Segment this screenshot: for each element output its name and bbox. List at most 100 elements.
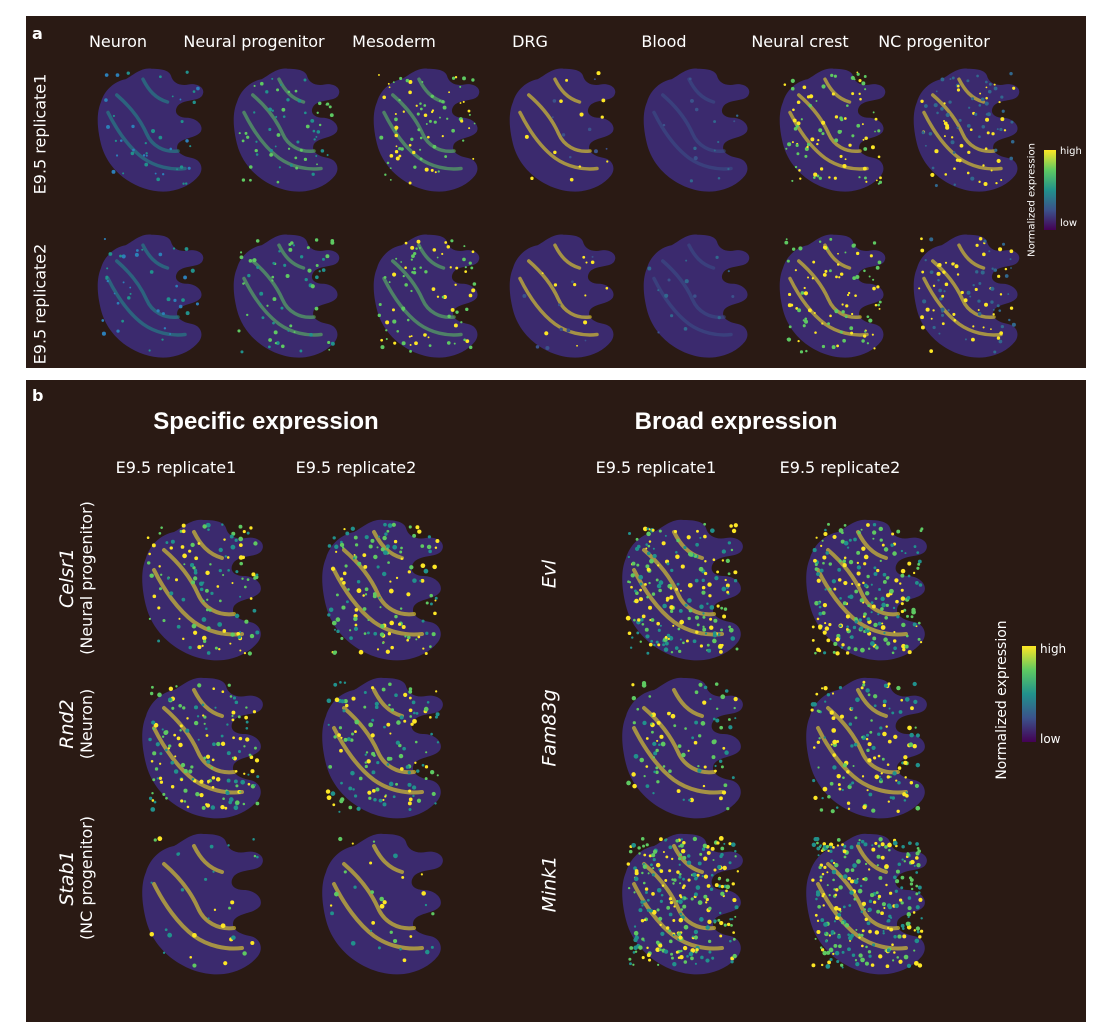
expression-spot [151,720,156,725]
expression-spot [203,756,207,760]
expression-spot [807,276,810,279]
expression-spot [998,309,1002,312]
expression-spot [368,544,373,549]
expression-spot [717,633,721,636]
tissue-section-a-r2-c7 [913,234,1020,358]
expression-spot [823,651,827,655]
expression-spot [384,795,387,798]
expression-spot [633,937,638,943]
expression-spot [628,531,632,535]
expression-spot [657,963,660,966]
expression-spot [695,948,699,952]
expression-spot [864,136,868,140]
expression-spot [871,847,876,852]
expression-spot [209,844,214,849]
expression-spot [679,882,682,885]
expression-spot [656,583,662,589]
expression-spot [419,579,422,582]
expression-spot [636,631,640,635]
expression-spot [343,699,348,704]
expression-spot [850,75,855,81]
expression-spot [261,316,265,320]
expression-spot [798,246,803,251]
expression-spot [999,293,1003,296]
expression-spot [243,745,246,748]
expression-spot [463,338,466,342]
expression-spot [182,553,187,559]
expression-spot [418,246,421,249]
expression-spot [429,593,433,598]
expression-spot [726,590,730,594]
expression-spot [387,82,390,85]
expression-spot [318,270,321,273]
expression-spot [192,566,196,570]
tissue-structure [797,259,862,320]
expression-spot [242,802,246,806]
expression-spot [315,135,318,138]
expression-spot [701,585,706,590]
expression-spot [220,734,224,738]
expression-spot [201,644,204,648]
expression-spot [734,850,737,853]
colorbar-title: Normalized expression [1026,143,1038,257]
expression-spot [385,329,388,332]
expression-spot [867,693,871,697]
expression-spot [818,611,823,616]
expression-spot [863,269,866,273]
panel-a: a Neuron Neural progenitor Mesoderm DRG … [26,16,1086,368]
expression-spot [415,712,419,715]
expression-spot [716,841,720,845]
expression-spot [132,148,135,152]
expression-spot [819,875,823,879]
expression-spot [714,883,719,888]
expression-spot [675,900,679,903]
expression-spot [678,935,683,940]
expression-spot [857,888,863,894]
expression-spot [991,132,995,136]
expression-spot [710,846,715,851]
expression-spot [990,328,992,330]
expression-spot [156,177,161,182]
expression-spot [646,595,649,599]
expression-spot [841,966,844,969]
expression-spot [678,917,684,923]
expression-spot [824,528,827,532]
expression-spot [892,771,897,776]
expression-spot [906,852,910,857]
expression-spot [878,588,882,591]
expression-spot [199,587,204,592]
expression-spot [732,931,735,934]
expression-spot [857,530,861,535]
expression-spot [354,719,360,725]
expression-spot [421,763,425,767]
expression-spot [844,315,848,319]
expression-spot [788,325,792,329]
expression-spot [709,887,714,891]
expression-spot [991,267,994,270]
expression-spot [784,240,789,245]
expression-spot [179,529,183,533]
expression-spot [156,777,160,780]
expression-spot [190,542,195,548]
expression-spot [670,952,674,956]
expression-spot [909,878,914,882]
expression-spot [645,737,649,740]
expression-spot [725,583,730,588]
expression-spot [231,531,236,536]
expression-spot [1007,293,1010,295]
expression-spot [806,142,811,147]
gene-name: Mink1 [538,855,561,913]
expression-spot [657,628,661,632]
expression-spot [850,331,854,335]
expression-spot [867,868,871,871]
expression-spot [408,335,411,338]
expression-spot [797,340,800,343]
expression-spot [871,745,876,750]
expression-spot [694,962,697,965]
expression-spot [222,629,227,633]
expression-spot [833,641,838,646]
expression-spot [846,801,851,805]
expression-spot [992,308,995,311]
broad-column-replicate1: E9.5 replicate1 [595,458,717,477]
expression-spot [856,561,860,565]
